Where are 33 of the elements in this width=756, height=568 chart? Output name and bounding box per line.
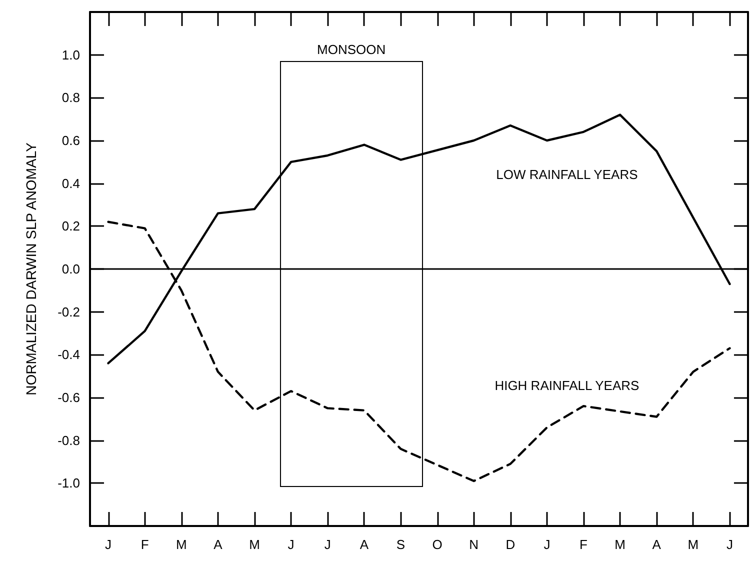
x-tick-label: N [469,537,479,552]
y-tick-label: -0.8 [58,432,80,448]
y-axis-title: NORMALIZED DARWIN SLP ANOMALY [23,142,39,396]
series-label: LOW RAINFALL YEARS [496,167,638,182]
x-tick-label: J [288,537,294,552]
x-tick-label: A [360,537,369,552]
y-tick-label: 0.0 [62,262,80,276]
x-tick-label: O [432,537,442,552]
y-tick-label: -0.2 [58,304,80,320]
y-tick-label: 0.4 [62,176,80,191]
x-tick-label: S [396,537,406,552]
x-tick-label: D [506,537,516,552]
x-tick-label: F [140,537,149,552]
annotation: MONSOON [317,42,386,58]
y-tick-label: 0.2 [62,218,80,234]
x-tick-label: A [652,537,662,552]
y-tick-label: -0.6 [58,390,80,405]
y-tick-label: 0.6 [62,133,80,148]
x-tick-label: J [105,537,112,552]
x-tick-label: F [580,537,588,552]
x-tick-label: M [688,537,699,552]
x-tick-label: J [324,537,331,552]
y-tick-label: 0.8 [62,90,80,106]
x-tick-label: M [614,537,626,552]
x-tick-label: M [249,537,260,552]
y-tick-label: -0.4 [58,347,80,362]
x-tick-label: J [726,537,733,552]
x-tick-label: M [176,537,187,552]
x-tick-label: J [544,537,550,552]
x-tick-label: A [214,537,223,552]
y-tick-label: 1.0 [62,47,80,62]
y-tick-label: -1.0 [58,476,80,491]
series-label: HIGH RAINFALL YEARS [494,378,640,393]
